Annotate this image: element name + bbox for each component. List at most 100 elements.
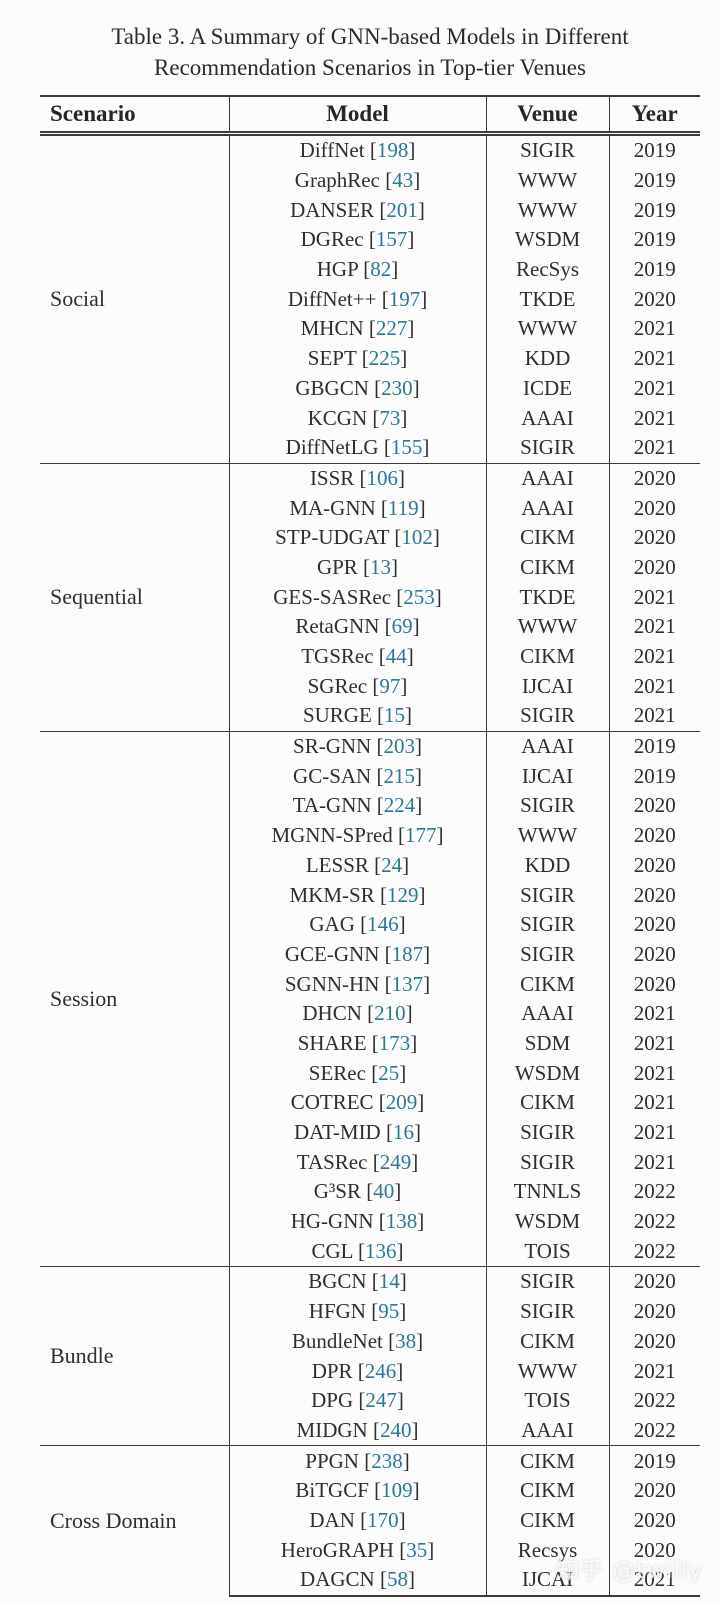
citation-ref-link[interactable]: 238 xyxy=(371,1448,403,1473)
model-cell: DPG [247] xyxy=(229,1385,487,1416)
citation-ref-link[interactable]: 43 xyxy=(392,168,414,193)
citation-bracket-close: ] xyxy=(399,1269,407,1294)
citation-ref-link[interactable]: 136 xyxy=(364,1238,397,1263)
year-cell: 2020 xyxy=(633,1299,676,1324)
table-row: HeroGRAPH [35] Recsys 2020 xyxy=(40,1535,700,1565)
citation-ref-link[interactable]: 225 xyxy=(368,346,401,371)
venue-cell: CIKM xyxy=(486,552,610,583)
citation-bracket-open: [ xyxy=(381,286,389,311)
citation-ref-link[interactable]: 146 xyxy=(367,912,399,937)
table-row: Social DiffNet [198] SIGIR 2019 xyxy=(40,132,700,464)
citation-ref-link[interactable]: 58 xyxy=(386,1567,408,1592)
citation-ref-link[interactable]: 40 xyxy=(373,1179,395,1204)
citation-ref-link[interactable]: 187 xyxy=(391,941,424,966)
citation-ref-link[interactable]: 69 xyxy=(391,614,413,639)
citation-ref-link[interactable]: 35 xyxy=(406,1537,428,1562)
citation-ref-link[interactable]: 230 xyxy=(381,375,413,400)
citation-ref-link[interactable]: 240 xyxy=(379,1417,412,1442)
citation-bracket-close: ] xyxy=(412,614,420,639)
citation-bracket-close: ] xyxy=(402,1448,410,1473)
citation-bracket-open: [ xyxy=(371,1030,379,1055)
citation-bracket-open: [ xyxy=(378,1209,386,1234)
model-name: GBGCN xyxy=(295,375,375,400)
citation-ref-link[interactable]: 215 xyxy=(383,763,415,788)
year-cell: 2019 xyxy=(609,132,700,166)
citation-ref-link[interactable]: 138 xyxy=(385,1209,418,1234)
citation-ref-link[interactable]: 227 xyxy=(375,316,408,341)
table-row: DHCN [210] AAAI 2021 xyxy=(40,998,700,1029)
citation-ref-link[interactable]: 197 xyxy=(388,286,421,311)
citation-bracket-close: ] xyxy=(422,435,430,460)
citation-ref-link[interactable]: 106 xyxy=(366,465,399,490)
model-cell: SGRec [97] xyxy=(229,671,487,702)
citation-ref-link[interactable]: 25 xyxy=(378,1060,400,1085)
citation-ref-link[interactable]: 201 xyxy=(386,197,418,222)
citation-ref-link[interactable]: 249 xyxy=(379,1149,412,1174)
model-name: ISSR xyxy=(309,465,360,490)
citation-ref-link[interactable]: 173 xyxy=(378,1030,411,1055)
citation-ref-link[interactable]: 109 xyxy=(381,1478,413,1503)
year-cell: 2019 xyxy=(609,1445,700,1476)
citation-ref-link[interactable]: 13 xyxy=(370,554,392,579)
citation-bracket-open: [ xyxy=(385,1120,393,1145)
model-cell: MHCN [227] xyxy=(229,314,487,344)
citation-ref-link[interactable]: 137 xyxy=(391,971,424,996)
year-cell: 2021 xyxy=(633,316,676,341)
citation-ref-link[interactable]: 198 xyxy=(376,138,409,163)
model-name: LESSR xyxy=(305,852,375,877)
citation-ref-link[interactable]: 73 xyxy=(379,405,401,430)
model-cell: SURGE [15] xyxy=(229,701,487,732)
table-row: RetaGNN [69] WWW 2021 xyxy=(40,612,700,642)
citation-ref-link[interactable]: 82 xyxy=(370,257,392,282)
citation-ref-link[interactable]: 155 xyxy=(390,435,423,460)
model-cell: PPGN [238] xyxy=(229,1445,487,1476)
citation-ref-link[interactable]: 44 xyxy=(385,644,407,669)
citation-ref-link[interactable]: 102 xyxy=(401,525,433,550)
citation-ref-link[interactable]: 16 xyxy=(392,1120,414,1145)
year-cell: 2020 xyxy=(633,1507,676,1532)
citation-ref-link[interactable]: 170 xyxy=(367,1507,399,1532)
citation-ref-link[interactable]: 246 xyxy=(364,1358,397,1383)
model-name: SERec xyxy=(308,1060,372,1085)
table-row: MA-GNN [119] AAAI 2020 xyxy=(40,493,700,523)
venue-cell: SIGIR xyxy=(486,1296,610,1327)
citation-ref-link[interactable]: 15 xyxy=(384,703,406,728)
citation-bracket-close: ] xyxy=(407,1567,415,1592)
citation-bracket-open: [ xyxy=(384,971,392,996)
model-name: DHCN xyxy=(302,1001,368,1026)
scenario-cell: Session xyxy=(40,730,230,1267)
venue-cell: CIKM xyxy=(486,1445,610,1476)
citation-ref-link[interactable]: 24 xyxy=(381,852,403,877)
citation-bracket-close: ] xyxy=(402,852,410,877)
citation-bracket-close: ] xyxy=(427,1537,435,1562)
citation-ref-link[interactable]: 38 xyxy=(395,1328,417,1353)
year-cell: 2020 xyxy=(609,462,700,494)
citation-ref-link[interactable]: 97 xyxy=(379,673,401,698)
col-header-scenario: Scenario xyxy=(40,95,230,136)
citation-ref-link[interactable]: 95 xyxy=(378,1299,400,1324)
table-caption: Table 3. A Summary of GNN-based Models i… xyxy=(40,21,700,83)
citation-ref-link[interactable]: 14 xyxy=(378,1269,400,1294)
venue-cell: WWW xyxy=(486,165,610,196)
table-row: COTREC [209] CIKM 2021 xyxy=(40,1088,700,1118)
citation-ref-link[interactable]: 129 xyxy=(386,882,419,907)
citation-bracket-open: [ xyxy=(399,1537,407,1562)
table-row: MHCN [227] WWW 2021 xyxy=(40,314,700,344)
table-row: Bundle BGCN [14] SIGIR 2020 xyxy=(40,1266,700,1446)
citation-bracket-open: [ xyxy=(384,614,392,639)
citation-ref-link[interactable]: 247 xyxy=(365,1388,397,1413)
citation-ref-link[interactable]: 119 xyxy=(387,495,419,520)
citation-ref-link[interactable]: 203 xyxy=(383,734,415,759)
citation-ref-link[interactable]: 224 xyxy=(383,793,416,818)
citation-ref-link[interactable]: 209 xyxy=(385,1090,418,1115)
model-name: SGRec xyxy=(307,673,373,698)
year-cell: 2021 xyxy=(633,1358,676,1383)
model-name: DiffNetLG xyxy=(285,435,384,460)
citation-ref-link[interactable]: 210 xyxy=(374,1001,406,1026)
model-cell: SGNN-HN [137] xyxy=(229,969,487,999)
citation-ref-link[interactable]: 253 xyxy=(403,584,435,609)
citation-ref-link[interactable]: 157 xyxy=(375,227,408,252)
model-name: MIDGN xyxy=(296,1417,373,1442)
citation-ref-link[interactable]: 177 xyxy=(405,823,437,848)
table-row: GAG [146] SIGIR 2020 xyxy=(40,909,700,940)
